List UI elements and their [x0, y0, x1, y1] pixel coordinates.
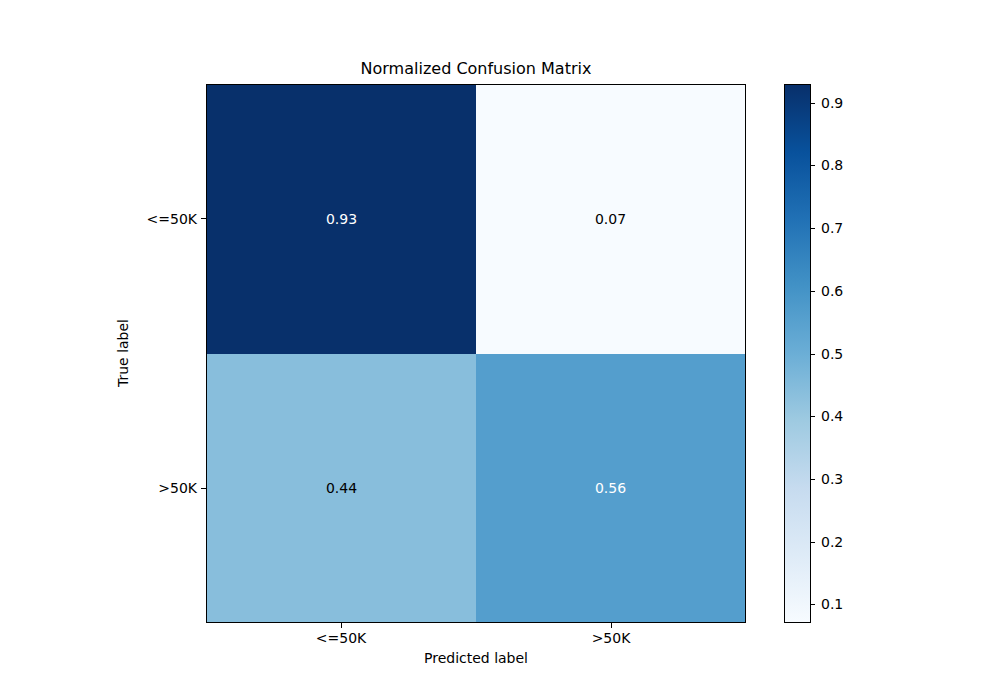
- confusion-matrix-figure: Normalized Confusion Matrix 0.93 0.07 0.44…: [0, 0, 1000, 700]
- x-tick-mark: [341, 623, 342, 628]
- colorbar-tick-mark: [811, 228, 815, 229]
- colorbar-tick-mark: [811, 542, 815, 543]
- cell-value: 0.56: [595, 480, 626, 496]
- colorbar-tick-label: 0.3: [821, 470, 863, 488]
- matrix-cell-1-0: 0.44: [207, 354, 476, 623]
- x-tick-mark: [611, 623, 612, 628]
- colorbar: [784, 84, 811, 623]
- y-tick-label-1: >50K: [0, 479, 197, 497]
- colorbar-tick-mark: [811, 354, 815, 355]
- colorbar-tick-mark: [811, 103, 815, 104]
- y-tick-mark: [201, 218, 206, 219]
- matrix-cell-1-1: 0.56: [476, 354, 745, 623]
- colorbar-tick-label: 0.2: [821, 533, 863, 551]
- colorbar-tick-mark: [811, 479, 815, 480]
- matrix-cell-0-0: 0.93: [207, 85, 476, 354]
- chart-title: Normalized Confusion Matrix: [206, 59, 746, 79]
- colorbar-tick-label: 0.1: [821, 595, 863, 613]
- colorbar-tick-mark: [811, 165, 815, 166]
- y-tick-mark: [201, 488, 206, 489]
- colorbar-tick-label: 0.8: [821, 156, 863, 174]
- y-tick-label-0: <=50K: [0, 210, 197, 228]
- x-tick-label-1: >50K: [551, 629, 671, 647]
- colorbar-tick-label: 0.4: [821, 407, 863, 425]
- x-axis-title: Predicted label: [206, 650, 746, 666]
- colorbar-tick-mark: [811, 291, 815, 292]
- matrix-cell-0-1: 0.07: [476, 85, 745, 354]
- y-axis-title: True label: [115, 293, 133, 413]
- heatmap-plot: 0.93 0.07 0.44 0.56: [206, 84, 746, 623]
- cell-value: 0.07: [595, 211, 626, 227]
- colorbar-tick-label: 0.7: [821, 219, 863, 237]
- colorbar-tick-label: 0.5: [821, 345, 863, 363]
- x-tick-label-0: <=50K: [281, 629, 401, 647]
- cell-value: 0.93: [326, 211, 357, 227]
- colorbar-tick-label: 0.9: [821, 94, 863, 112]
- cell-value: 0.44: [326, 480, 357, 496]
- colorbar-tick-mark: [811, 416, 815, 417]
- colorbar-tick-mark: [811, 604, 815, 605]
- colorbar-tick-label: 0.6: [821, 282, 863, 300]
